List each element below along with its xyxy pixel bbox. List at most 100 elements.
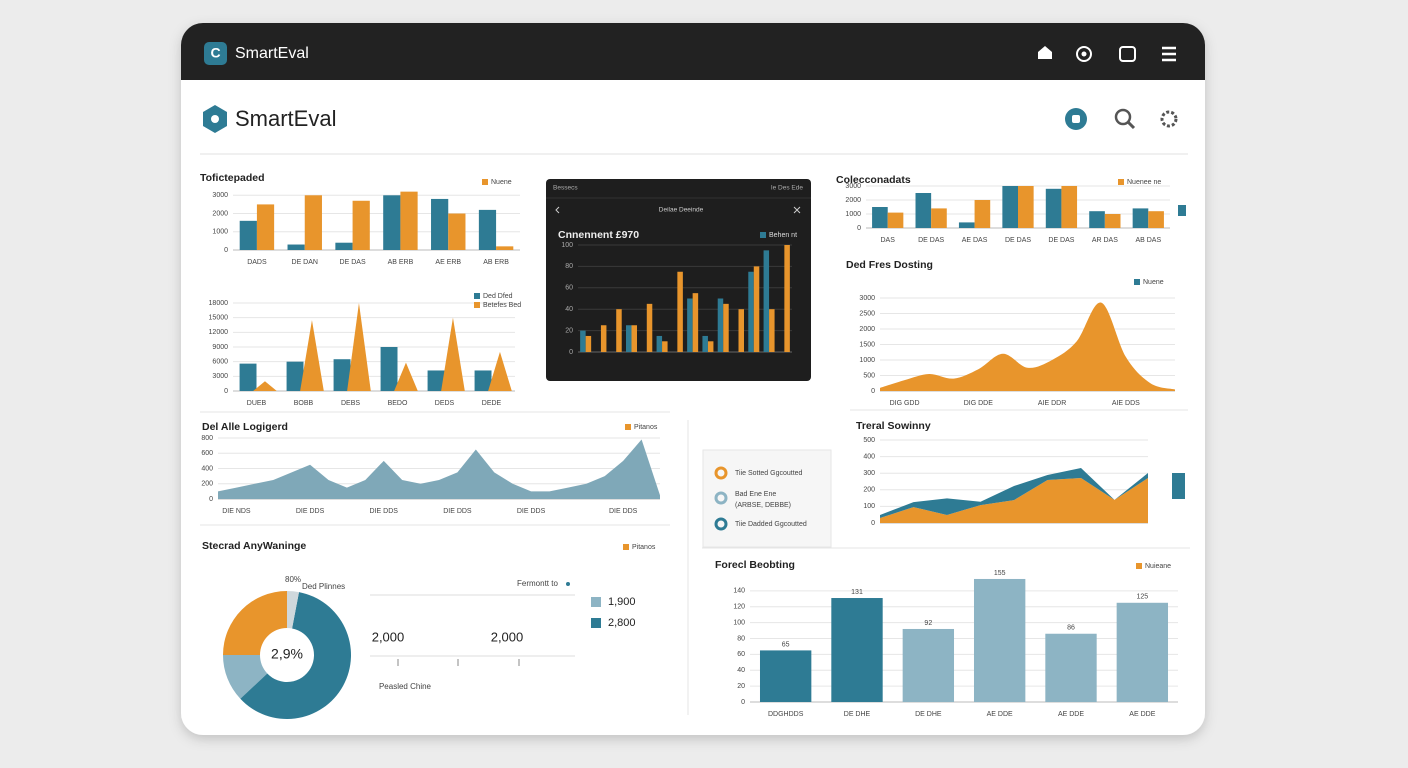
side-tab[interactable]	[1178, 205, 1186, 216]
bar	[287, 244, 305, 250]
x-tick-label: AB ERB	[388, 259, 414, 266]
target-icon[interactable]	[1076, 46, 1092, 62]
side-tab[interactable]	[1172, 473, 1185, 499]
area	[218, 439, 660, 499]
legend-label: Nuene	[491, 179, 512, 186]
x-tick-label: BEDO	[388, 400, 408, 407]
x-tick-label: DE DAS	[1005, 237, 1031, 244]
y-tick-label: 1500	[859, 341, 875, 348]
bar	[427, 370, 445, 391]
x-tick-label: DE DAN	[292, 259, 318, 266]
brand-logo-mark	[211, 115, 219, 123]
y-tick-label: 1000	[845, 211, 861, 218]
annotation: 2,000	[491, 629, 524, 644]
legend-swatch	[474, 293, 480, 299]
search-icon[interactable]	[1114, 108, 1132, 126]
legend-ring	[714, 517, 728, 531]
x-tick-label: DE DHE	[844, 711, 871, 718]
data-label: 86	[1067, 625, 1075, 632]
legend-swatch	[591, 597, 601, 607]
bar	[631, 325, 638, 352]
y-tick-label: 0	[224, 247, 228, 254]
y-tick-label: 0	[209, 496, 213, 503]
annotation: Ded Plinnes	[302, 582, 345, 591]
x-tick-label: AE ERB	[435, 259, 461, 266]
bar	[717, 298, 724, 352]
chart-title: Cnnennent £970	[558, 229, 639, 241]
y-tick-label: 3000	[212, 192, 228, 199]
legend-label: Betefes Bed	[483, 302, 521, 309]
legend-swatch	[1134, 279, 1140, 285]
donut-slice	[223, 655, 268, 699]
legend-ring	[714, 466, 728, 480]
logo-letter: C	[210, 45, 220, 61]
bar	[383, 195, 401, 250]
legend-label: Ded Dfed	[483, 293, 513, 300]
legend-label: 2,800	[608, 617, 636, 629]
bar	[974, 200, 991, 228]
area	[880, 478, 1148, 523]
y-tick-label: 0	[871, 520, 875, 527]
legend-swatch	[625, 424, 631, 430]
y-tick-label: 1000	[212, 229, 228, 236]
settings-icon[interactable]	[1160, 110, 1178, 128]
x-tick-label: AIE DDR	[1038, 400, 1066, 407]
camera-icon[interactable]	[1119, 46, 1136, 62]
x-tick-label: DAS	[881, 237, 896, 244]
x-tick-label: DADS	[247, 259, 267, 266]
y-tick-label: 12000	[209, 329, 229, 336]
dark-panel-subtitle: Deilae Deeinde	[659, 207, 704, 214]
chart-title: Treral Sowinny	[856, 420, 931, 432]
donut-slice	[287, 591, 299, 629]
menu-icon[interactable]	[1162, 46, 1176, 62]
bar	[239, 220, 257, 250]
search-handle	[1126, 120, 1136, 130]
y-tick-label: 200	[863, 487, 875, 494]
y-tick-label: 2500	[859, 310, 875, 317]
legend-swatch	[482, 179, 488, 185]
home-icon[interactable]	[1038, 46, 1052, 59]
x-tick-label: DIG GDD	[890, 400, 920, 407]
data-label: 65	[782, 641, 790, 648]
app-name: SmartEval	[235, 45, 309, 62]
x-tick-label: DEDE	[482, 400, 502, 407]
brand-name: SmartEval	[235, 106, 336, 131]
bar	[496, 246, 514, 250]
top-bar	[181, 23, 1205, 80]
bar	[1116, 602, 1169, 702]
bar	[474, 370, 492, 391]
bar	[380, 347, 398, 391]
y-tick-label: 100	[561, 242, 573, 249]
y-tick-label: 0	[224, 388, 228, 395]
y-tick-label: 6000	[212, 359, 228, 366]
legend-swatch	[760, 232, 766, 238]
y-tick-label: 60	[565, 285, 573, 292]
dark-panel-right: Ie Des Ede	[771, 185, 804, 192]
area	[880, 302, 1175, 391]
legend-swatch	[1136, 563, 1142, 569]
y-tick-label: 1000	[859, 357, 875, 364]
close-icon[interactable]	[793, 206, 801, 214]
bar	[707, 341, 714, 352]
y-tick-label: 0	[569, 349, 573, 356]
x-tick-label: BOBB	[294, 400, 314, 407]
x-tick-label: AE DAS	[962, 237, 988, 244]
legend-swatch	[1118, 179, 1124, 185]
y-tick-label: 20	[737, 683, 745, 690]
bar	[748, 271, 754, 352]
legend-label: Nuene	[1143, 279, 1164, 286]
dark-panel-left: Bessecs	[553, 185, 578, 192]
y-tick-label: 80	[565, 263, 573, 270]
chart-title: Stecrad AnyWaninge	[202, 540, 306, 552]
bar	[616, 309, 622, 352]
y-tick-label: 200	[201, 481, 213, 488]
data-label: 125	[1136, 594, 1148, 601]
legend-panel	[702, 449, 832, 548]
back-icon[interactable]	[555, 206, 560, 214]
legend-item-note: (ARBSE, DEBBE)	[735, 502, 791, 509]
chart-title: Forecl Beobting	[715, 559, 795, 571]
x-tick-label: DIE DDS	[517, 508, 546, 515]
bar	[1148, 211, 1164, 228]
x-tick-label: DUEB	[247, 400, 267, 407]
